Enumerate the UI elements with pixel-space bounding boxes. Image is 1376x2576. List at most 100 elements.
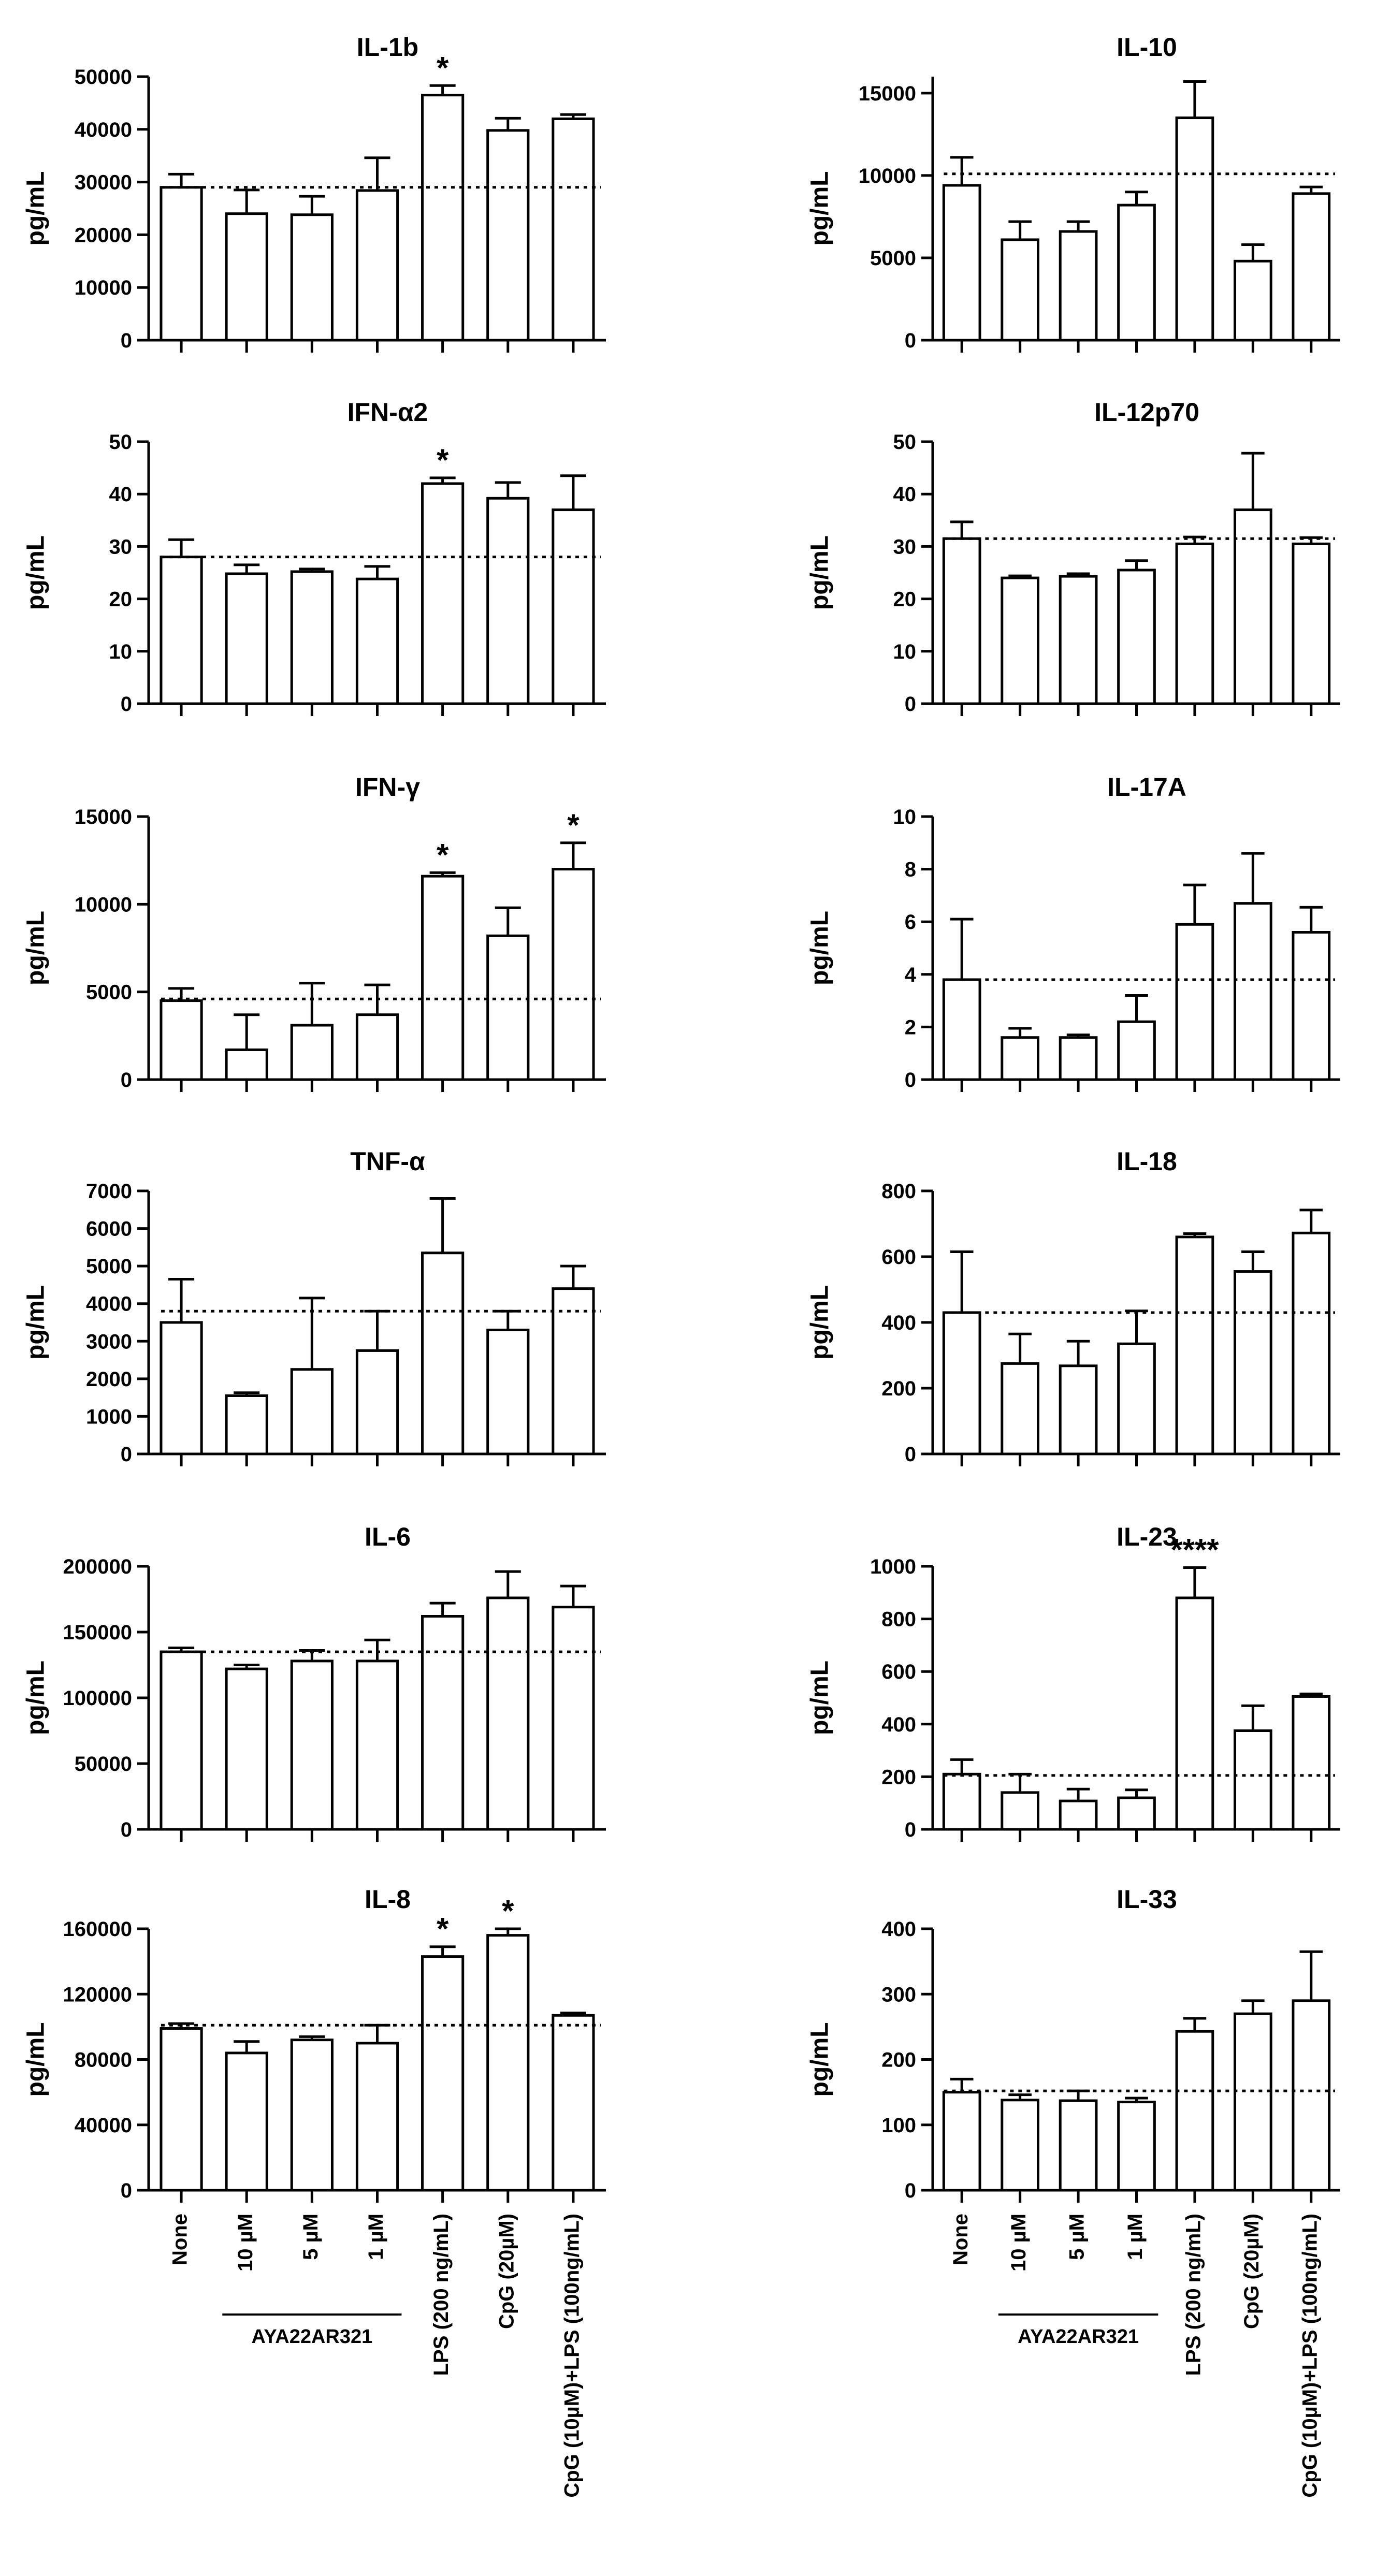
y-axis-label: pg/mL xyxy=(22,2022,50,2097)
significance-marker: * xyxy=(437,50,449,85)
y-axis-label: pg/mL xyxy=(22,535,50,610)
bar xyxy=(1059,230,1098,342)
y-axis-label: pg/mL xyxy=(806,2022,834,2097)
bar xyxy=(421,1615,465,1831)
bar xyxy=(160,186,203,342)
bar xyxy=(1292,1695,1331,1831)
y-tick-label: 120000 xyxy=(63,1983,132,2006)
bar xyxy=(552,508,595,705)
y-tick-label: 100 xyxy=(881,2114,916,2137)
bar xyxy=(1001,1791,1039,1831)
y-tick-label: 5000 xyxy=(86,1255,132,1278)
chart-title: IFN-γ xyxy=(355,773,420,802)
chart-title: IL-8 xyxy=(365,1885,411,1914)
y-tick-label: 600 xyxy=(881,1661,916,1683)
bar xyxy=(1001,576,1039,705)
chart-title: IL-18 xyxy=(1117,1147,1177,1176)
y-tick-label: 8 xyxy=(905,858,916,881)
bar xyxy=(290,1024,334,1081)
bar xyxy=(160,2027,203,2192)
y-tick-label: 4 xyxy=(905,964,917,986)
y-tick-label: 0 xyxy=(121,2179,132,2202)
group-label: AYA22AR321 xyxy=(1018,2326,1139,2348)
bar xyxy=(942,2091,981,2192)
y-axis-label: pg/mL xyxy=(806,911,834,985)
bar xyxy=(486,934,530,1081)
bar xyxy=(1234,1729,1272,1831)
x-category-label: CpG (20µM) xyxy=(1240,2214,1263,2329)
bar xyxy=(1117,2101,1156,2192)
y-tick-label: 30 xyxy=(109,535,133,558)
y-tick-label: 50000 xyxy=(75,1753,132,1775)
x-category-label: CpG (10µM)+LPS (100ng/mL) xyxy=(1298,2214,1321,2498)
bar xyxy=(1175,542,1214,705)
group-label: AYA22AR321 xyxy=(251,2326,372,2348)
y-axis-label: pg/mL xyxy=(806,1285,834,1360)
y-tick-label: 6 xyxy=(905,911,916,934)
bar xyxy=(225,1394,268,1456)
y-axis-label: pg/mL xyxy=(806,171,834,246)
bar xyxy=(290,1368,334,1456)
y-tick-label: 4000 xyxy=(86,1293,132,1316)
y-tick-label: 0 xyxy=(121,1443,132,1466)
y-tick-label: 10 xyxy=(893,641,917,663)
y-tick-label: 800 xyxy=(881,1180,916,1203)
bar xyxy=(225,212,268,342)
y-tick-label: 3000 xyxy=(86,1330,132,1353)
chart-ifn-2: IFN-α2 pg/mL 0 10 20 30 40 50 * xyxy=(22,398,606,716)
y-tick-label: 15000 xyxy=(75,806,132,828)
y-tick-label: 400 xyxy=(881,1918,916,1941)
y-tick-label: 40 xyxy=(893,483,917,506)
x-category-label: LPS (200 ng/mL) xyxy=(1182,2214,1205,2376)
significance-marker: * xyxy=(437,443,449,477)
chart-title: IL-10 xyxy=(1117,33,1177,62)
bar xyxy=(1001,238,1039,342)
bar xyxy=(1292,1231,1331,1456)
bar xyxy=(225,1048,268,1081)
y-tick-label: 0 xyxy=(121,329,132,352)
chart-il-10: IL-10 pg/mL 0 5000 10000 15000 xyxy=(806,33,1340,353)
y-tick-label: 6000 xyxy=(86,1218,132,1241)
x-category-label: 1 µM xyxy=(1124,2214,1147,2260)
bar xyxy=(160,999,203,1081)
bar xyxy=(1117,203,1156,342)
bar xyxy=(486,1934,530,2192)
bar xyxy=(355,2042,399,2192)
bar xyxy=(1117,569,1156,705)
y-tick-label: 0 xyxy=(905,329,916,352)
y-tick-label: 10 xyxy=(893,806,917,828)
y-tick-label: 50 xyxy=(109,431,133,454)
y-tick-label: 40 xyxy=(109,483,133,506)
y-tick-label: 40000 xyxy=(75,119,132,141)
chart-title: IL-17A xyxy=(1107,773,1186,802)
bar xyxy=(1059,2099,1098,2192)
x-category-label: 10 µM xyxy=(1007,2214,1030,2272)
bar xyxy=(942,1311,981,1456)
y-tick-label: 10000 xyxy=(75,276,132,299)
bar xyxy=(486,129,530,342)
bar xyxy=(1001,1036,1039,1081)
y-tick-label: 10000 xyxy=(859,165,916,187)
bar xyxy=(355,189,399,342)
bar xyxy=(1117,1796,1156,1831)
x-category-label: None xyxy=(949,2214,972,2265)
y-tick-label: 10000 xyxy=(75,893,132,916)
y-tick-label: 1000 xyxy=(86,1405,132,1428)
chart-title: TNF-α xyxy=(350,1147,425,1176)
y-tick-label: 30000 xyxy=(75,171,132,194)
bar xyxy=(1175,1596,1214,1831)
bar xyxy=(552,1606,595,1831)
y-axis-label: pg/mL xyxy=(806,535,834,610)
bar xyxy=(552,1287,595,1456)
bar xyxy=(552,868,595,1081)
chart-il-33: IL-33 pg/mL 0 100 200 300 400 None 10 µM 5 µM 1 µM… xyxy=(806,1885,1340,2498)
y-tick-label: 10 xyxy=(109,641,133,663)
bar xyxy=(421,1955,465,2192)
chart-tnf-: TNF-α pg/mL 0 1000 2000 3000 4000 5000 6000 7000 xyxy=(22,1147,606,1466)
bar xyxy=(1292,931,1331,1081)
bar xyxy=(421,875,465,1081)
bar xyxy=(225,1667,268,1831)
bar xyxy=(225,2051,268,2192)
bar xyxy=(1001,2099,1039,2192)
y-tick-label: 600 xyxy=(881,1246,916,1269)
